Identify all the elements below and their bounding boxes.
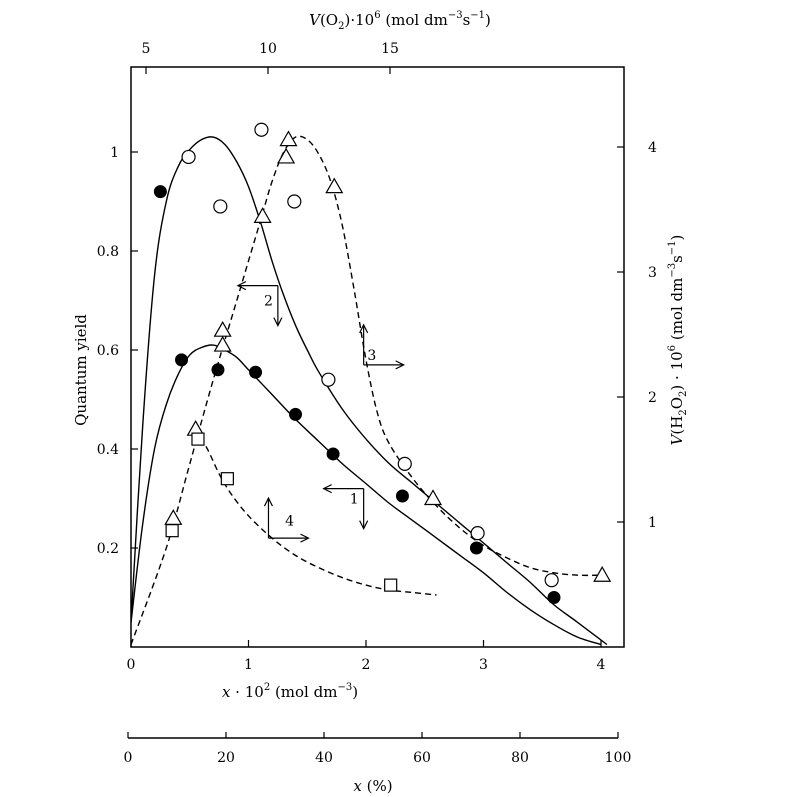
bottom-tick-label: 4 xyxy=(597,657,606,673)
open-triangle-point xyxy=(279,130,298,147)
direction-arrow-head xyxy=(395,360,405,370)
curve-label-1: 1 xyxy=(350,491,359,507)
percent-axis-title: x (%) xyxy=(353,777,392,795)
curve-label-4: 4 xyxy=(285,514,294,530)
fit-curve-1 xyxy=(131,136,608,646)
filled-circle-point xyxy=(175,353,189,367)
bottom-tick-label: 2 xyxy=(362,657,371,673)
open-circle-point xyxy=(287,194,302,209)
curve-label-3: 3 xyxy=(367,348,376,364)
left-tick-label: 0.8 xyxy=(97,244,119,260)
fit-curve-3 xyxy=(131,135,603,645)
open-square-point xyxy=(384,578,398,592)
open-square-point xyxy=(191,432,205,446)
open-circle-point xyxy=(181,149,196,165)
open-triangle-point xyxy=(164,509,183,525)
top-tick-label: 10 xyxy=(259,41,277,57)
right-tick-label: 4 xyxy=(648,140,657,156)
filled-circle-point xyxy=(395,489,409,503)
right-tick-label: 3 xyxy=(648,265,657,281)
fit-curves xyxy=(131,135,608,646)
open-circle-point xyxy=(321,372,336,387)
open-triangle-point xyxy=(325,177,344,194)
percent-tick-label: 60 xyxy=(413,750,431,766)
direction-arrow-head xyxy=(236,281,247,291)
plot-border xyxy=(130,66,625,648)
percent-tick-label: 20 xyxy=(217,750,235,766)
direction-arrows: 1 2 3 4 xyxy=(236,281,405,543)
bottom-tick-label: 1 xyxy=(244,657,253,673)
direction-arrow-head xyxy=(263,496,274,507)
open-circle-point xyxy=(470,526,485,541)
open-circle-point xyxy=(254,122,269,137)
filled-circle-point xyxy=(547,591,561,604)
direction-arrow-head xyxy=(322,484,332,494)
left-tick-label: 0.6 xyxy=(97,343,119,359)
open-square-point xyxy=(220,472,234,486)
open-triangle-point xyxy=(253,207,272,223)
direction-arrow-head xyxy=(359,323,369,334)
bottom-axis-title: x · 102 (mol dm−3) xyxy=(222,682,358,701)
plot-frame xyxy=(130,66,625,648)
open-circle-point xyxy=(544,573,559,588)
open-circle-point xyxy=(213,199,228,214)
data-markers xyxy=(153,122,612,604)
direction-arrow-head xyxy=(273,317,283,327)
filled-circle-point xyxy=(469,541,483,555)
direction-arrow-head xyxy=(359,520,369,530)
right-axis-title: V(H2O2) · 106 (mol dm−3s−1) xyxy=(667,235,689,446)
filled-circle-point xyxy=(326,447,340,461)
bottom-tick-label: 3 xyxy=(479,657,488,673)
fit-curve-2 xyxy=(131,344,602,646)
right-tick-label: 1 xyxy=(648,515,657,531)
open-square-point xyxy=(165,524,179,538)
top-axis-title: V(O2)·106 (mol dm−3s−1) xyxy=(309,10,491,32)
filled-circle-point xyxy=(153,185,167,199)
percent-tick-label: 80 xyxy=(511,750,529,766)
filled-circle-point xyxy=(289,407,302,421)
open-circle-point xyxy=(397,456,412,471)
left-tick-label: 0.4 xyxy=(97,442,119,458)
percent-tick-label: 0 xyxy=(124,750,133,766)
right-tick-label: 2 xyxy=(648,390,657,406)
filled-circle-point xyxy=(211,363,225,377)
curve-label-2: 2 xyxy=(264,293,273,309)
open-triangle-point xyxy=(277,147,296,164)
left-tick-label: 0.2 xyxy=(97,541,119,557)
open-triangle-point xyxy=(213,335,232,352)
left-axis-title: Quantum yield xyxy=(72,314,90,426)
percent-tick-label: 100 xyxy=(605,750,632,766)
top-tick-label: 15 xyxy=(381,41,399,57)
bottom-tick-label: 0 xyxy=(127,657,136,673)
open-triangle-point xyxy=(423,489,443,506)
direction-arrow-head xyxy=(300,533,310,543)
open-triangle-point xyxy=(593,566,612,582)
filled-circle-point xyxy=(249,365,263,379)
left-tick-label: 1 xyxy=(110,145,119,161)
percent-tick-label: 40 xyxy=(315,750,333,766)
top-tick-label: 5 xyxy=(142,41,151,57)
